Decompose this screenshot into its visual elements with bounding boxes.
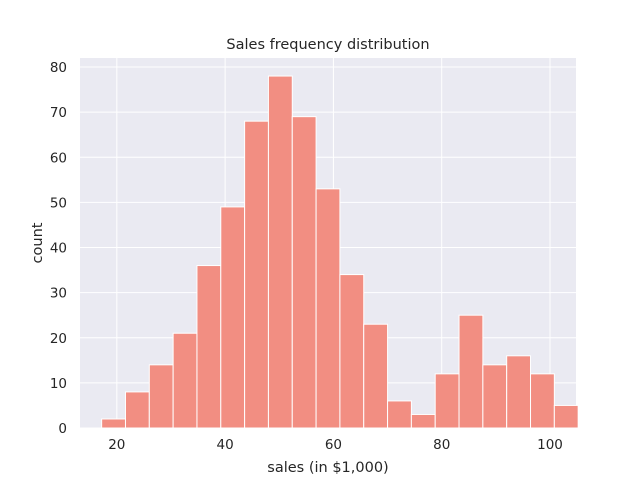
histogram-bar bbox=[387, 400, 412, 429]
x-tick-label: 80 bbox=[433, 437, 450, 453]
histogram-bar bbox=[291, 116, 317, 429]
histogram-bar bbox=[267, 75, 293, 429]
histogram-bar bbox=[124, 391, 150, 429]
histogram-bar bbox=[530, 373, 555, 429]
histogram-bar bbox=[482, 364, 508, 429]
histogram-bar bbox=[148, 364, 174, 429]
x-tick-label: 40 bbox=[217, 437, 234, 453]
histogram-bars bbox=[101, 75, 579, 429]
chart-title: Sales frequency distribution bbox=[226, 37, 429, 53]
y-axis-ticks: 0 10 20 30 40 50 60 70 80 bbox=[50, 60, 67, 437]
x-axis-ticks: 20 40 60 80 100 bbox=[108, 437, 563, 453]
y-tick-label: 20 bbox=[50, 331, 67, 347]
histogram-bar bbox=[363, 323, 389, 429]
y-tick-label: 60 bbox=[50, 150, 67, 166]
histogram-bar bbox=[244, 120, 269, 429]
histogram-bar bbox=[196, 265, 222, 429]
y-tick-label: 30 bbox=[50, 286, 67, 302]
y-tick-label: 0 bbox=[58, 421, 67, 437]
histogram-bar bbox=[172, 332, 198, 429]
y-tick-label: 10 bbox=[50, 376, 67, 392]
y-tick-label: 70 bbox=[50, 105, 67, 121]
y-tick-label: 80 bbox=[50, 60, 67, 76]
histogram-bar bbox=[410, 413, 436, 429]
histogram-bar bbox=[553, 404, 579, 429]
histogram-bar bbox=[101, 418, 126, 429]
x-tick-label: 60 bbox=[325, 437, 342, 453]
x-tick-label: 20 bbox=[108, 437, 125, 453]
histogram-bar bbox=[434, 373, 460, 429]
x-tick-label: 100 bbox=[537, 437, 563, 453]
y-axis-label: count bbox=[30, 222, 46, 263]
y-tick-label: 40 bbox=[50, 241, 67, 257]
histogram-bar bbox=[220, 206, 246, 429]
histogram-bar bbox=[339, 274, 365, 429]
histogram-bar bbox=[315, 188, 341, 429]
x-axis-label: sales (in $1,000) bbox=[267, 460, 388, 476]
y-tick-label: 50 bbox=[50, 195, 67, 211]
histogram-bar bbox=[458, 314, 484, 429]
histogram-bar bbox=[506, 355, 532, 429]
